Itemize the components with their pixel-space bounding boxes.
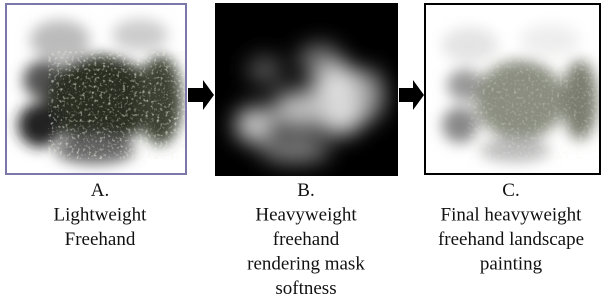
panel-label: A. [91,180,109,201]
arrow [188,80,214,110]
captions: A. Lightweight Freehand B. Heavyweight freeha… [54,180,585,299]
arrow [399,80,424,110]
caption-line: freehand landscape [438,229,584,250]
caption-line: freehand [273,229,340,250]
panel-label: B. [297,180,314,201]
caption-line: painting [480,254,543,275]
image-a [6,4,186,174]
image-b [215,3,398,176]
caption-line: Lightweight [54,205,148,226]
caption-line: Heavyweight [255,205,357,226]
caption-line: softness [275,278,336,299]
caption-line: rendering mask [247,254,365,275]
caption-line: Freehand [65,229,136,250]
figure: A. Lightweight Freehand B. Heavyweight freeha… [0,0,603,300]
image-c [425,4,600,174]
panel-label: C. [502,180,519,201]
caption-line: Final heavyweight [441,205,583,226]
